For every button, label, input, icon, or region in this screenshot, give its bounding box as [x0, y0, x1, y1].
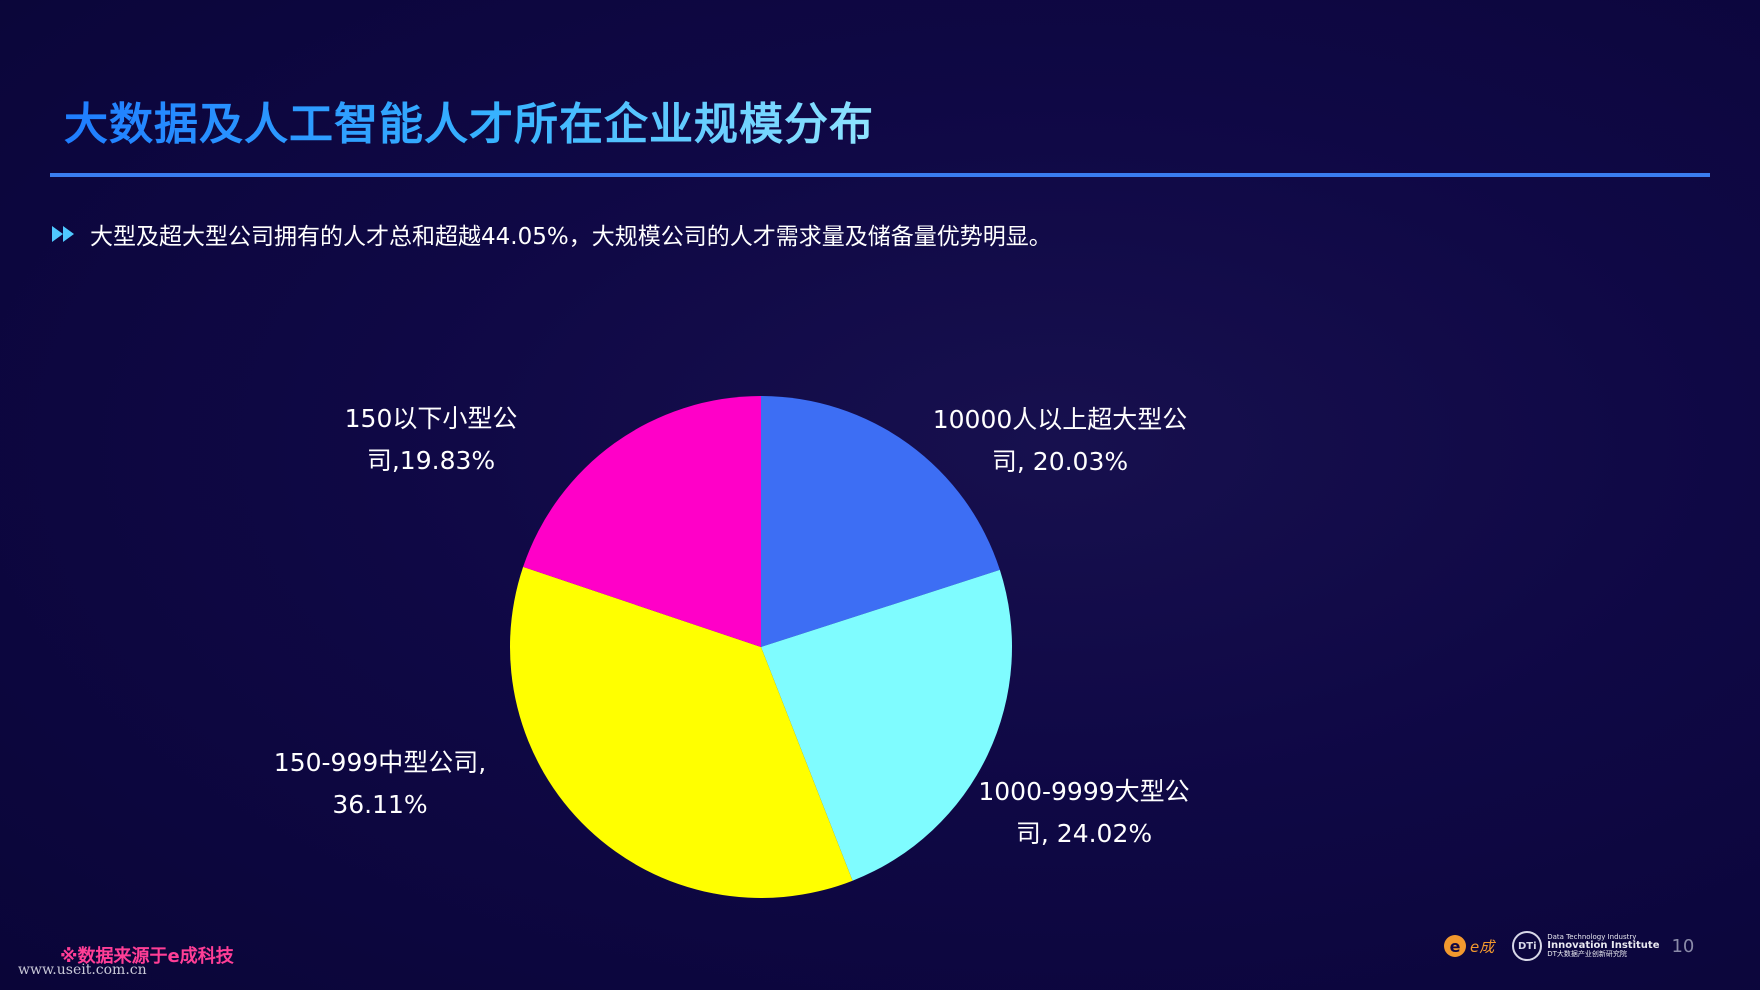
pie-slice [523, 396, 761, 647]
dt-institute-line2: Innovation Institute [1547, 940, 1660, 951]
pie-slice [510, 566, 853, 898]
slice-label: 司,19.83% [367, 446, 495, 475]
footer-logos: e e成 DTi Data Technology Industry Innova… [1444, 928, 1694, 964]
data-source-note: ※数据来源于e成科技 [60, 946, 234, 967]
dt-institute-seal-icon: DTi [1512, 931, 1543, 961]
watermark: www.useit.com.cn [18, 962, 147, 978]
echeng-logo-icon: e [1444, 935, 1466, 957]
dt-institute-line3: DT大数据产业创新研究院 [1547, 950, 1627, 958]
dt-institute-name: Data Technology Industry Innovation Inst… [1547, 934, 1659, 958]
slice-label: 150-999中型公司, [274, 748, 486, 777]
title-divider [50, 173, 1710, 177]
slice-label: 司, 24.02% [1016, 819, 1152, 848]
page-number: 10 [1671, 935, 1695, 957]
dt-institute-line1: Data Technology Industry [1547, 933, 1637, 941]
echeng-logo: e e成 [1444, 935, 1494, 957]
slice-label: 10000人以上超大型公 [933, 405, 1188, 434]
summary-text: 大型及超大型公司拥有的人才总和超越44.05%，大规模公司的人才需求量及储备量优… [90, 224, 1052, 250]
slice-label: 150以下小型公 [345, 404, 518, 433]
slice-label: 司, 20.03% [992, 447, 1128, 476]
slice-label: 36.11% [332, 790, 427, 819]
dt-institute-logo: DTi Data Technology Industry Innovation … [1512, 931, 1659, 961]
pie-slice [761, 396, 1000, 647]
double-arrow-right-icon [52, 226, 74, 242]
slice-label: 1000-9999大型公 [978, 777, 1189, 806]
pie-slice [761, 569, 1012, 881]
echeng-logo-text: e成 [1470, 937, 1495, 956]
summary-bullet: 大型及超大型公司拥有的人才总和超越44.05%，大规模公司的人才需求量及储备量优… [50, 214, 1052, 254]
page-title: 大数据及人工智能人才所在企业规模分布 [64, 88, 874, 152]
